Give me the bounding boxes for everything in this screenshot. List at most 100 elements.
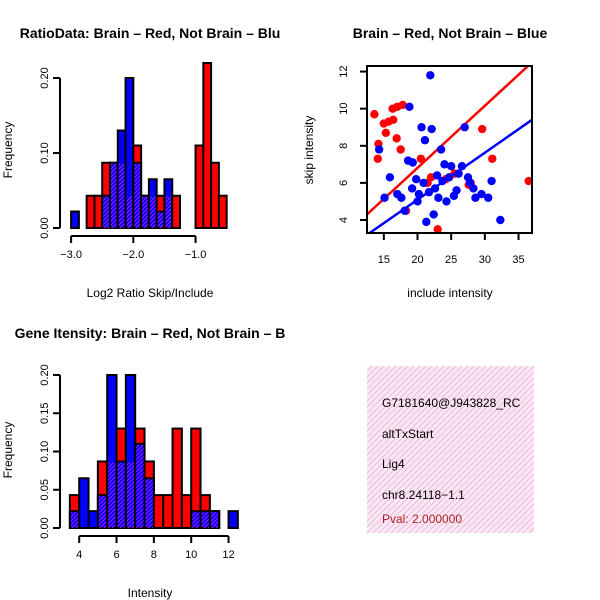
intensity-histogram-title: Gene Itensity: Brain – Red, Not Brain – … <box>15 325 286 341</box>
y-tick-label: 4 <box>338 217 350 223</box>
intensity-histogram-panel: Gene Itensity: Brain – Red, Not Brain – … <box>1 325 285 600</box>
not-brain-point <box>397 193 406 202</box>
overlap-bar <box>145 479 153 528</box>
brain-fit-line <box>367 66 530 216</box>
location-text: chr8.24118−1.1 <box>382 488 465 502</box>
not-brain-point <box>442 197 451 206</box>
y-tick-label: 0.10 <box>39 441 51 462</box>
not-brain-point <box>419 178 428 188</box>
not-brain-point <box>427 124 436 134</box>
not-brain-point <box>380 193 389 202</box>
not-brain-point <box>452 186 461 195</box>
not-brain-point <box>440 160 449 169</box>
not-brain-point <box>407 184 417 193</box>
intensity-scatter-panel: Brain – Red, Not Brain – Blue 15 20 25 30 35… <box>302 25 547 300</box>
event-type-text: altTxStart <box>382 427 434 441</box>
not-brain-bar <box>227 510 239 530</box>
overlap-bar <box>117 462 125 528</box>
y-tick-label: 10 <box>338 103 350 115</box>
not-brain-point <box>405 102 414 112</box>
brain-point <box>488 154 497 163</box>
intensity-histogram-bars <box>68 374 239 530</box>
not-brain-point <box>434 193 443 202</box>
x-tick-label: 8 <box>151 549 157 561</box>
y-tick-label: 8 <box>338 143 350 149</box>
overlap-bar <box>149 196 156 228</box>
ratio-histogram-ylabel: Frequency <box>1 122 15 179</box>
brain-bar <box>194 144 205 229</box>
overlap-bar <box>136 444 144 528</box>
not-brain-point <box>417 123 426 132</box>
x-tick-label: 30 <box>479 254 491 266</box>
y-tick-label: 0.00 <box>39 217 51 238</box>
brain-bar <box>93 194 104 229</box>
x-tick-label: 10 <box>185 549 197 561</box>
not-brain-point <box>436 145 446 154</box>
x-tick-label: 4 <box>76 549 82 561</box>
intensity-scatter-ylabel: skip intensity <box>302 116 316 185</box>
not-brain-point <box>460 123 469 132</box>
overlap-bar <box>98 496 107 528</box>
brain-point <box>373 154 382 163</box>
not-brain-point <box>420 136 430 145</box>
not-brain-bar <box>78 477 90 529</box>
brain-point <box>370 110 379 119</box>
overlap-bar <box>111 163 117 228</box>
x-tick-label: 15 <box>378 254 390 266</box>
brain-point <box>433 225 442 233</box>
overlap-bar <box>210 512 219 528</box>
overlap-bar <box>157 212 164 228</box>
overlap-bar <box>118 163 125 228</box>
intensity-scatter-xlabel: include intensity <box>407 286 492 300</box>
x-tick-label: 35 <box>512 254 524 266</box>
event-id-text: G7181640@J943828_RC <box>382 396 521 410</box>
not-brain-point <box>471 193 480 202</box>
not-brain-point <box>469 184 478 193</box>
overlap-bar <box>108 462 116 528</box>
y-tick-label: 12 <box>338 65 350 77</box>
y-tick-label: 0.05 <box>39 479 51 500</box>
not-brain-point <box>446 162 456 171</box>
x-tick-label: 20 <box>411 254 423 266</box>
y-tick-label: 6 <box>338 180 350 186</box>
intensity-scatter-points <box>367 66 532 233</box>
brain-point <box>398 100 407 110</box>
brain-bar <box>171 427 183 529</box>
scatter-frame <box>366 65 533 234</box>
brain-bar <box>171 194 182 229</box>
overlap-bar <box>142 196 148 228</box>
brain-bar <box>162 494 174 530</box>
brain-point <box>396 145 405 154</box>
brain-bar <box>85 194 96 229</box>
x-tick-label: 6 <box>113 549 119 561</box>
ratio-histogram-bars <box>70 62 228 229</box>
x-tick-label: 25 <box>445 254 457 266</box>
x-tick-label: 12 <box>222 549 234 561</box>
not-brain-point <box>385 173 395 182</box>
x-tick-label: −1.0 <box>185 249 207 261</box>
overlap-bar <box>126 462 135 528</box>
ratio-histogram-xlabel: Log2 Ratio Skip/Include <box>87 286 214 300</box>
not-brain-point <box>496 215 505 225</box>
not-brain-point <box>426 71 435 80</box>
event-info-panel: G7181640@J943828_RC altTxStart Lig4 chr8… <box>367 366 534 533</box>
overlap-bar <box>192 512 200 528</box>
not-brain-fit-line <box>367 118 532 233</box>
not-brain-point <box>432 171 442 180</box>
brain-bar <box>217 194 228 229</box>
y-tick-label: 0.00 <box>39 517 51 538</box>
pval-text: Pval: 2.000000 <box>382 512 462 526</box>
intensity-scatter-axes: 15 20 25 30 35 4 6 8 10 12 <box>338 65 533 266</box>
brain-bar <box>152 494 165 530</box>
ratio-histogram-axes: −3.0 −2.0 −1.0 0.00 0.10 0.20 <box>39 67 206 261</box>
overlap-bar <box>126 196 133 228</box>
not-brain-bar <box>70 210 80 229</box>
not-brain-point <box>422 217 431 227</box>
brain-point <box>477 124 487 134</box>
brain-point <box>524 176 532 186</box>
overlap-bar <box>103 196 109 228</box>
not-brain-point <box>374 145 384 154</box>
not-brain-point <box>411 174 421 184</box>
intensity-scatter-title: Brain – Red, Not Brain – Blue <box>353 25 548 41</box>
